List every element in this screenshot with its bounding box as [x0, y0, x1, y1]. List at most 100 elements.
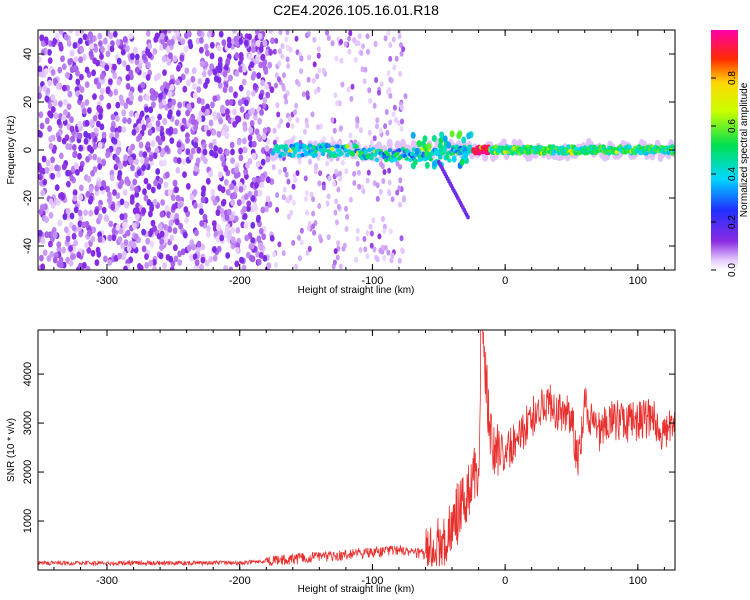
spectrogram-cell	[302, 128, 307, 135]
spectrogram-cell	[112, 189, 117, 196]
spectrogram-cell	[212, 95, 218, 102]
spectrogram-cell	[365, 177, 370, 184]
spectrogram-cell	[277, 76, 281, 83]
spectrogram-cell	[208, 170, 213, 178]
spectrogram-cell	[77, 209, 83, 217]
spectrogram-cell	[229, 183, 235, 190]
spectrogram-cell	[326, 35, 331, 42]
spectrogram-cell	[176, 157, 182, 165]
spectrogram-cell	[40, 189, 46, 197]
spectrogram-cell	[328, 150, 333, 156]
spectrogram-cell	[97, 32, 103, 40]
spectrogram-cell	[367, 87, 372, 94]
spectrogram-cell	[238, 38, 244, 45]
spectrogram-cell	[167, 30, 172, 34]
spectrogram-cell	[188, 153, 194, 161]
figure-title: C2E4.2026.105.16.01.R18	[273, 2, 439, 18]
spectrogram-cell	[230, 148, 235, 156]
spectrogram-cell	[128, 69, 134, 77]
spectrogram-cell	[393, 157, 398, 162]
spectrogram-cell	[223, 265, 228, 270]
snr-panel: -300 -200 -100 0 100 1000 2000 3000 4000 Height …	[6, 329, 676, 595]
spectrogram-cell	[159, 150, 165, 158]
spectrogram-cell	[122, 189, 128, 197]
spectrogram-cell	[173, 156, 179, 164]
spectrogram-cell	[200, 154, 206, 162]
spectrogram-cell	[165, 46, 171, 53]
y-tick-label: 1000	[22, 509, 34, 533]
spectrogram-cell	[144, 156, 150, 164]
spectrogram-cell	[164, 145, 170, 153]
spectrogram-cell	[317, 67, 322, 74]
spectrogram-cell	[284, 36, 289, 43]
spectrogram-cell	[235, 227, 241, 234]
spectrogram-cell	[399, 125, 404, 132]
spectrogram-cell	[109, 174, 115, 182]
spectrogram-cell	[213, 145, 219, 152]
spectrogram-cell	[244, 99, 249, 107]
spectrogram-cell	[167, 101, 172, 109]
spectrogram-cell	[400, 248, 405, 255]
spectrogram-cell	[115, 224, 121, 231]
spectrogram-cell	[159, 238, 165, 246]
spectrogram-cell	[78, 56, 83, 64]
spectrogram-cell	[274, 262, 278, 268]
spectrogram-cell	[54, 164, 59, 172]
spectrogram-cell	[304, 117, 309, 124]
spectrogram-cell	[171, 98, 177, 106]
spectrogram-cell	[217, 56, 223, 64]
spectrogram-cell	[152, 225, 157, 232]
spectrogram-cell	[386, 138, 393, 149]
spectrogram-cell	[292, 173, 297, 179]
spectrogram-cell	[121, 109, 127, 117]
spectrogram-cell	[122, 221, 128, 229]
spectrogram-cell	[61, 163, 67, 171]
spectrogram-cell	[93, 127, 99, 134]
spectrogram-cell	[200, 256, 206, 264]
spectrogram-cell	[312, 61, 317, 68]
spectrogram-cell	[261, 61, 267, 69]
spectrogram-cell	[253, 113, 258, 121]
spectrogram-cell	[170, 194, 176, 202]
colorbar-gradient	[711, 30, 738, 270]
spectrogram-cell	[299, 227, 304, 234]
spectrogram-cell	[313, 88, 318, 95]
spectrogram-cell	[333, 92, 338, 99]
spectrogram-cell	[372, 152, 378, 157]
spectrogram-cell	[172, 179, 178, 187]
spectrogram-cell	[162, 118, 168, 125]
spectrogram-cell	[281, 194, 286, 201]
spectrogram-cell	[388, 119, 393, 126]
colorbar-tick-label: 0.6	[727, 119, 738, 133]
spectrogram-cell	[431, 135, 437, 142]
spectrogram-cell	[194, 229, 199, 237]
spectrogram-cell	[253, 204, 259, 212]
spectrogram-cell	[63, 33, 69, 41]
spectrogram-cell	[395, 151, 400, 156]
spectrogram-cell	[72, 189, 78, 197]
spectrogram-cell	[78, 165, 84, 173]
spectrogram-cell	[79, 73, 84, 81]
spectrogram-cell	[260, 206, 266, 214]
spectrogram-cell	[438, 137, 444, 145]
spectrogram-cell	[258, 45, 264, 53]
spectrogram-cell	[365, 230, 370, 237]
spectrogram-cell	[232, 30, 237, 34]
spectrogram-cell	[355, 116, 360, 123]
spectrogram-cell	[138, 141, 144, 149]
spectrogram-cell	[148, 210, 153, 218]
spectrogram-cell	[75, 90, 80, 98]
spectrogram-cell	[159, 211, 165, 218]
spectrogram-cell	[388, 42, 393, 48]
spectrogram-cell	[312, 229, 317, 236]
spectrogram-cell	[47, 125, 52, 132]
spectrogram-cell	[38, 111, 44, 119]
spectrogram-cell	[287, 116, 292, 122]
x-tick-label: 100	[629, 275, 647, 287]
colorbar-tick-label: 0.0	[727, 263, 738, 277]
spectrogram-cell	[72, 150, 78, 158]
spectrogram-cell	[304, 189, 309, 196]
spectrogram-cell	[449, 130, 455, 138]
spectrogram-cell	[322, 148, 328, 153]
spectrogram-cell	[192, 189, 198, 196]
